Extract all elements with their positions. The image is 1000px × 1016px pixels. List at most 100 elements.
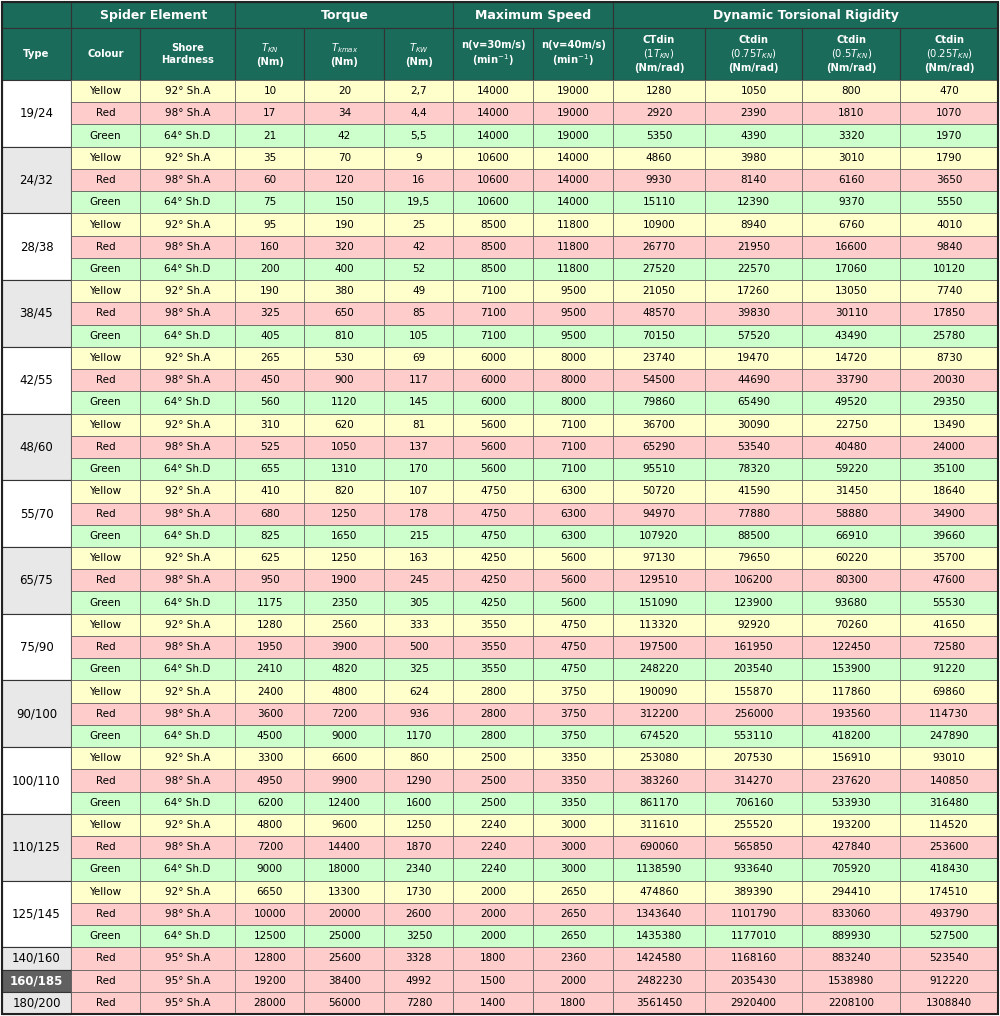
Text: 123900: 123900	[734, 597, 773, 608]
Bar	[802, 258, 900, 280]
Text: Green: Green	[90, 331, 121, 340]
Bar	[802, 458, 900, 481]
Text: 12800: 12800	[253, 953, 286, 963]
Text: 7280: 7280	[406, 998, 432, 1008]
Text: 3550: 3550	[480, 642, 507, 652]
Text: 48570: 48570	[642, 309, 675, 318]
Bar	[900, 591, 998, 614]
Text: 38400: 38400	[328, 975, 361, 986]
Text: 450: 450	[260, 375, 280, 385]
Bar	[453, 369, 533, 391]
Text: 95° Sh.A: 95° Sh.A	[165, 953, 210, 963]
Text: Red: Red	[96, 953, 115, 963]
Bar	[802, 769, 900, 791]
Text: 325: 325	[260, 309, 280, 318]
Bar	[140, 636, 235, 658]
Bar	[900, 213, 998, 236]
Text: Red: Red	[96, 109, 115, 118]
Bar	[900, 191, 998, 213]
Text: 1250: 1250	[331, 509, 358, 518]
Bar	[384, 992, 453, 1014]
Bar	[613, 391, 705, 414]
Text: 151090: 151090	[639, 597, 679, 608]
Text: 81: 81	[412, 420, 425, 430]
Text: 14000: 14000	[557, 175, 590, 185]
Bar	[71, 881, 140, 903]
Text: 1168160: 1168160	[730, 953, 777, 963]
Text: 16600: 16600	[835, 242, 868, 252]
Bar	[71, 414, 140, 436]
Bar	[140, 191, 235, 213]
Text: 2650: 2650	[560, 887, 587, 897]
Text: 560: 560	[260, 397, 280, 407]
Text: 47600: 47600	[933, 575, 966, 585]
Text: 43490: 43490	[835, 331, 868, 340]
Bar	[384, 658, 453, 681]
Bar	[802, 303, 900, 325]
Text: 533930: 533930	[831, 798, 871, 808]
Bar	[384, 80, 453, 103]
Text: 265: 265	[260, 353, 280, 363]
Bar	[304, 346, 384, 369]
Bar	[2, 681, 71, 747]
Bar	[71, 125, 140, 146]
Bar	[71, 325, 140, 346]
Bar	[235, 547, 304, 569]
Text: 92° Sh.A: 92° Sh.A	[165, 353, 210, 363]
Bar	[71, 146, 140, 169]
Bar	[900, 636, 998, 658]
Bar	[71, 191, 140, 213]
Text: Shore
Hardness: Shore Hardness	[161, 44, 214, 65]
Text: 9600: 9600	[331, 820, 358, 830]
Bar	[533, 881, 613, 903]
Bar	[802, 481, 900, 503]
Text: 10120: 10120	[933, 264, 966, 274]
Text: 40480: 40480	[835, 442, 868, 452]
Bar	[235, 681, 304, 703]
Bar	[304, 258, 384, 280]
Text: 527500: 527500	[929, 932, 969, 941]
Bar	[384, 169, 453, 191]
Bar	[705, 724, 802, 747]
Bar	[613, 346, 705, 369]
Text: 2650: 2650	[560, 909, 587, 918]
Text: Torque: Torque	[320, 8, 368, 21]
Bar	[453, 258, 533, 280]
Bar	[900, 859, 998, 881]
Bar	[802, 325, 900, 346]
Bar	[900, 458, 998, 481]
Bar	[802, 569, 900, 591]
Bar	[140, 769, 235, 791]
Text: Green: Green	[90, 932, 121, 941]
Bar	[705, 80, 802, 103]
Text: 2500: 2500	[480, 775, 506, 785]
Text: 7200: 7200	[331, 709, 358, 718]
Bar	[71, 369, 140, 391]
Text: 1900: 1900	[331, 575, 358, 585]
Bar	[384, 125, 453, 146]
Text: 3000: 3000	[560, 820, 586, 830]
Bar	[900, 80, 998, 103]
Text: 6600: 6600	[331, 753, 358, 763]
Bar	[235, 169, 304, 191]
Bar	[900, 614, 998, 636]
Text: 64° Sh.D: 64° Sh.D	[164, 264, 211, 274]
Bar	[140, 903, 235, 925]
Text: 94970: 94970	[642, 509, 675, 518]
Text: 9000: 9000	[257, 865, 283, 875]
Bar	[140, 303, 235, 325]
Bar	[235, 591, 304, 614]
Text: 178: 178	[409, 509, 429, 518]
Bar	[384, 28, 453, 80]
Text: 1290: 1290	[406, 775, 432, 785]
Text: 255520: 255520	[734, 820, 773, 830]
Text: 98° Sh.A: 98° Sh.A	[165, 775, 210, 785]
Bar	[384, 769, 453, 791]
Bar	[453, 436, 533, 458]
Text: 3000: 3000	[560, 865, 586, 875]
Bar	[384, 724, 453, 747]
Text: 156910: 156910	[831, 753, 871, 763]
Text: 418430: 418430	[929, 865, 969, 875]
Bar	[304, 125, 384, 146]
Bar	[705, 947, 802, 969]
